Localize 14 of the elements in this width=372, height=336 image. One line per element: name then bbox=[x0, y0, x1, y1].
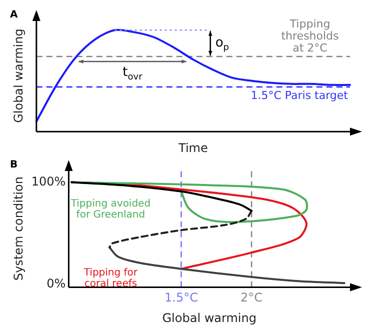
y-tick-label: 0% bbox=[46, 276, 66, 290]
y-tick-label: 100% bbox=[31, 174, 66, 188]
x-tick-label: 1.5°C bbox=[164, 290, 198, 305]
y-axis-title: Global warming bbox=[11, 28, 26, 123]
x-axis-title: Global warming bbox=[162, 310, 256, 325]
y-axis-title: System condition bbox=[11, 176, 26, 281]
chart-title: B bbox=[10, 160, 18, 171]
series-label: Tipping avoided for Greenland bbox=[70, 198, 151, 221]
line-series bbox=[70, 181, 308, 224]
chart-title: A bbox=[10, 10, 18, 21]
ref-line-label: Tipping thresholds at 2°C bbox=[281, 17, 340, 54]
x-axis-title: Time bbox=[178, 140, 208, 155]
ref-line-label: 1.5°C Paris target bbox=[250, 88, 349, 102]
x-tick-label: 2°C bbox=[240, 290, 263, 305]
